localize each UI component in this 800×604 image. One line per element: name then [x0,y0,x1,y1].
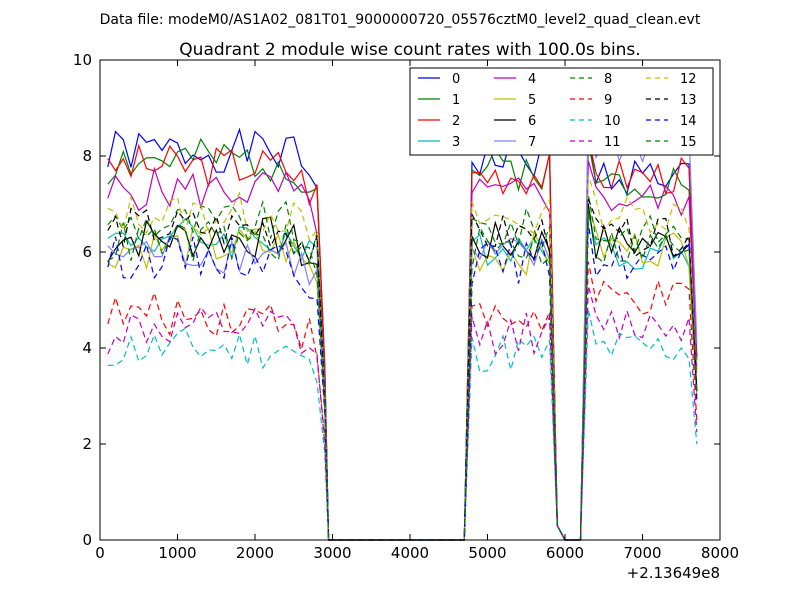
x-tick-label: 4000 [391,544,429,562]
legend-label-10: 10 [604,114,621,129]
legend-label-2: 2 [452,114,460,129]
y-tick-label: 2 [82,435,92,453]
x-axis: 0 1000 2000 3000 4000 5000 6000 7000 8000 [95,60,739,562]
legend-label-15: 15 [680,135,697,150]
series-line-15 [107,208,698,541]
x-tick-label: 1000 [158,544,196,562]
legend-label-13: 13 [680,93,697,108]
x-tick-label: 5000 [468,544,506,562]
legend-label-11: 11 [604,135,621,150]
legend-label-14: 14 [680,114,697,129]
legend-label-8: 8 [604,72,612,87]
legend-label-12: 12 [680,72,697,87]
x-offset-label: +2.13649e8 [627,564,720,582]
x-tick-label: 8000 [701,544,739,562]
legend-label-0: 0 [452,72,460,87]
y-tick-label: 0 [82,531,92,549]
legend-label-1: 1 [452,93,460,108]
x-tick-label: 3000 [313,544,351,562]
y-tick-label: 8 [82,147,92,165]
legend-label-9: 9 [604,93,612,108]
y-tick-label: 6 [82,243,92,261]
legend-label-3: 3 [452,135,460,150]
legend-label-4: 4 [528,72,536,87]
legend-label-6: 6 [528,114,536,129]
x-tick-label: 0 [95,544,105,562]
x-tick-label: 2000 [236,544,274,562]
chart-title: Quadrant 2 module wise count rates with … [179,40,640,60]
legend-label-5: 5 [528,93,536,108]
x-tick-label: 6000 [546,544,584,562]
y-tick-label: 10 [73,51,92,69]
legend-frame [409,67,714,156]
x-tick-label: 7000 [623,544,661,562]
legend-label-7: 7 [528,135,536,150]
figure-suptitle: Data file: modeM0/AS1A02_081T01_90000007… [100,12,701,28]
y-tick-label: 4 [82,339,92,357]
